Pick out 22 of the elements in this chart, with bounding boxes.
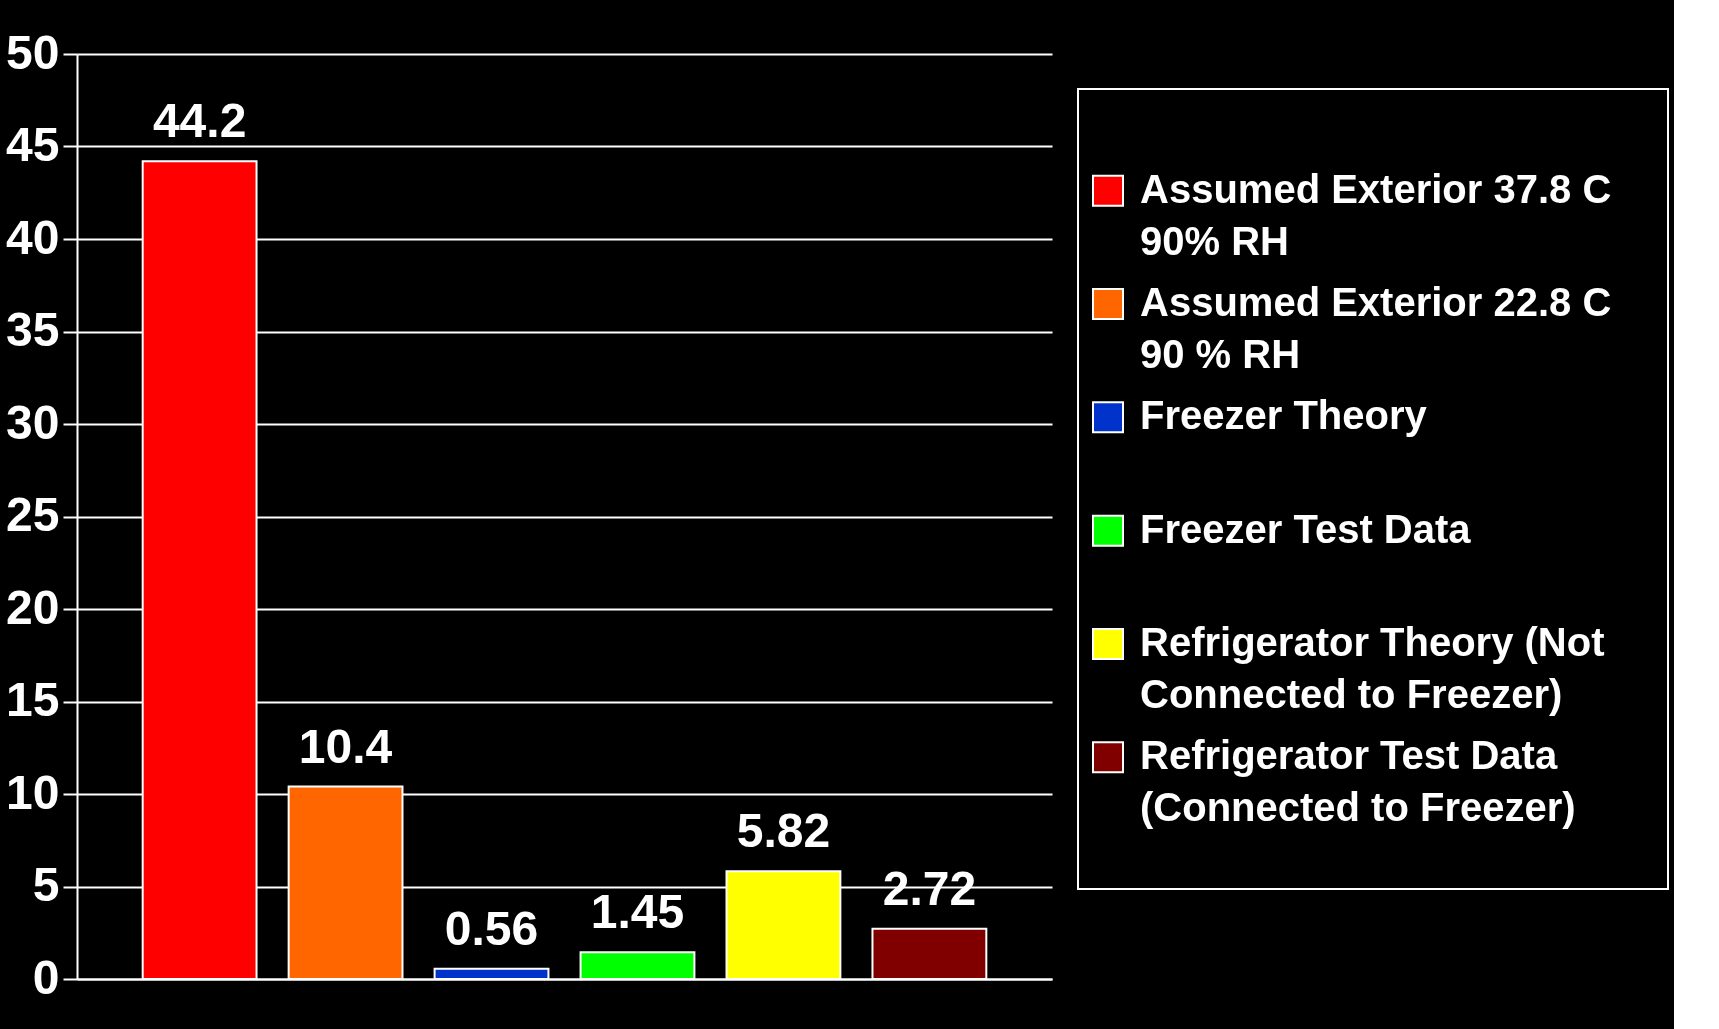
y-tick-label: 25 [6,488,60,541]
legend-label: Refrigerator Test Data (Connected to Freezer) [1140,733,1576,830]
legend-label: Freezer Theory [1140,393,1428,438]
legend-label: Freezer Test Data [1140,506,1472,551]
y-tick-label: 35 [6,303,60,356]
data-label: 10.4 [298,719,393,773]
legend-label: Assumed Exterior 37.8 C 90% RH [1140,166,1612,263]
y-tick-label: 20 [6,580,60,634]
data-label: 44.2 [152,94,247,148]
data-label: 0.56 [444,901,539,955]
y-tick-label: 15 [6,673,60,726]
legend-label: Assumed Exterior 22.8 C 90 % RH [1140,280,1612,376]
y-tick-label: 0 [32,950,60,1004]
y-tick-label: 45 [6,118,60,171]
y-tick-label: 50 [6,25,60,79]
data-label: 5.82 [736,804,831,858]
legend-label: Refrigerator Theory (Not Connected to Freezer) [1140,620,1605,716]
y-tick-label: 10 [6,765,60,819]
y-tick-label: 40 [6,210,60,264]
y-tick-label: 5 [32,858,60,911]
y-tick-label: 30 [6,395,60,449]
data-label: 1.45 [590,885,685,939]
